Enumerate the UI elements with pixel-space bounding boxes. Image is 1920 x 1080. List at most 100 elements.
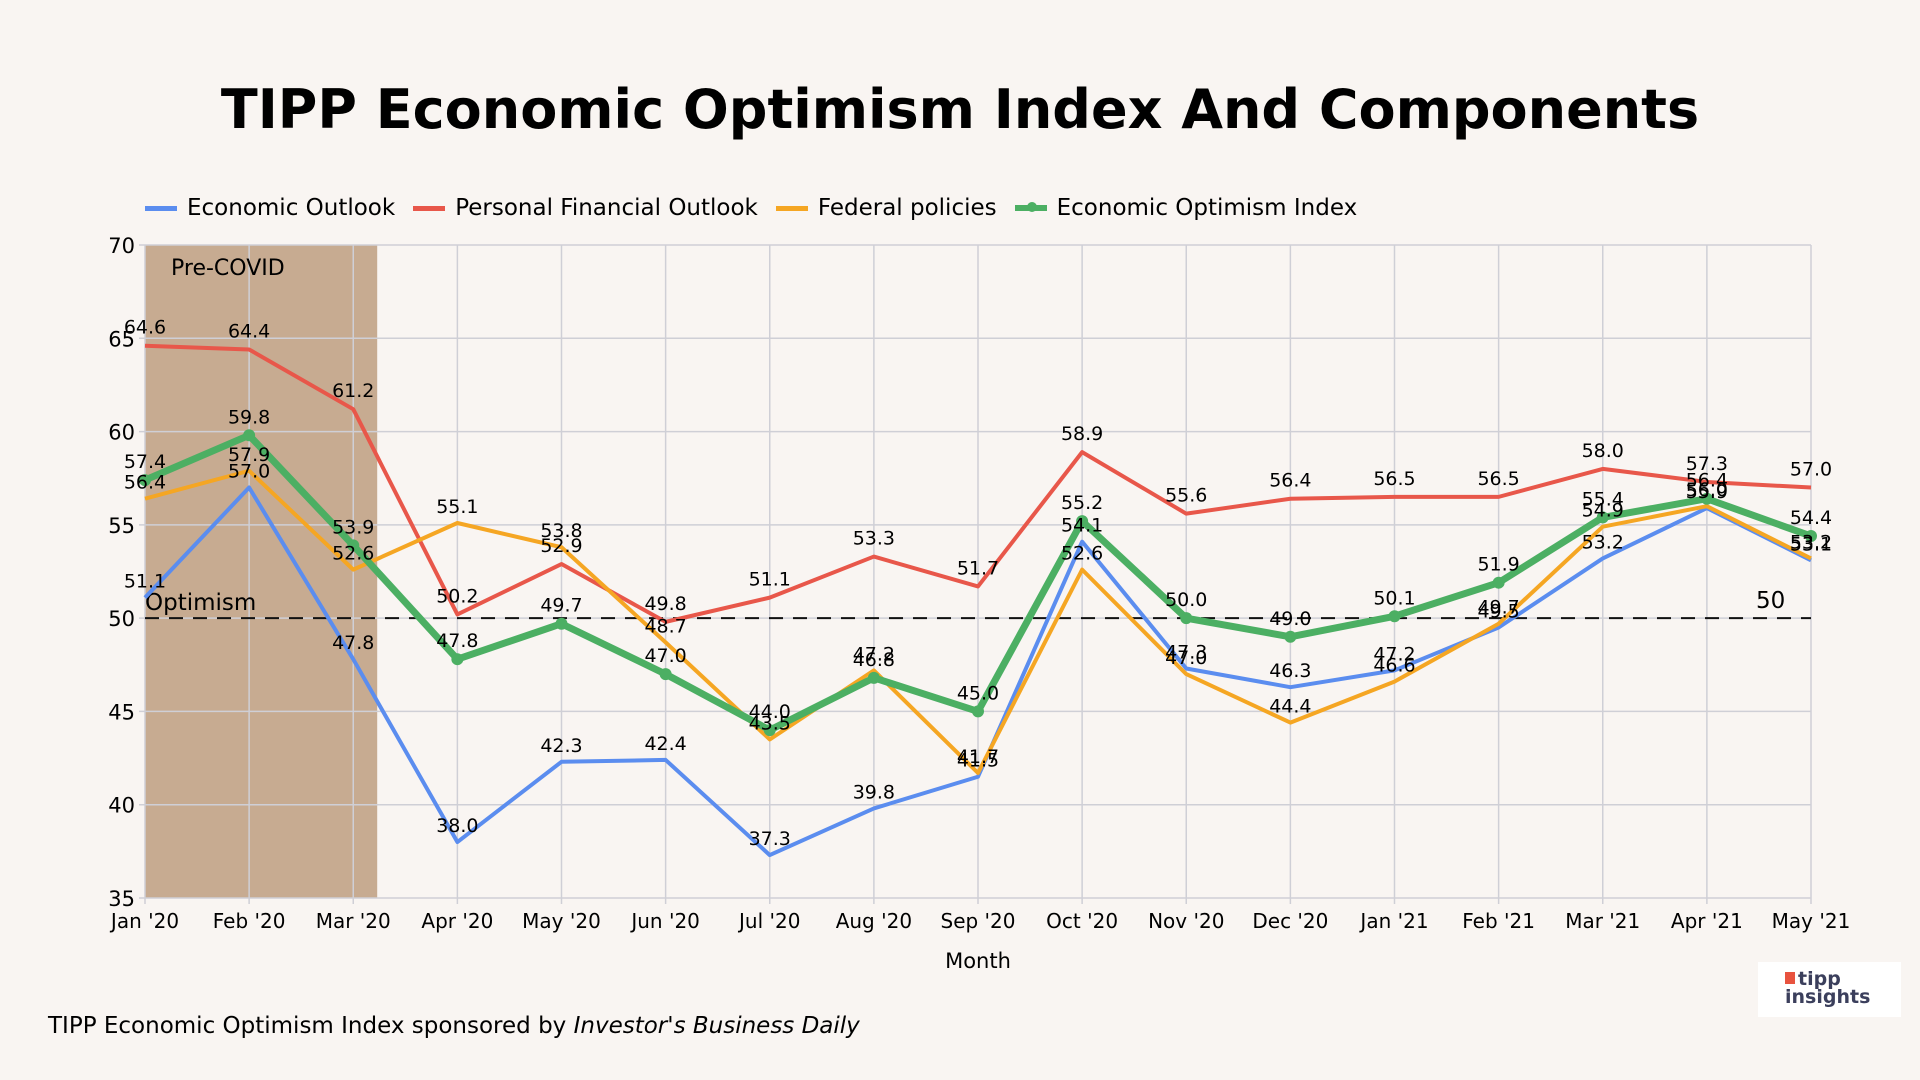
data-label: 56.4 (124, 472, 166, 494)
legend-swatch (145, 205, 177, 211)
data-label: 56.4 (1686, 470, 1728, 492)
data-label: 38.0 (436, 815, 478, 837)
data-label: 41.7 (957, 746, 999, 768)
x-tick-label: Apr '20 (421, 909, 493, 933)
data-label: 47.2 (853, 643, 895, 665)
data-label: 43.5 (749, 712, 791, 734)
data-label: 49.8 (644, 593, 686, 615)
data-label: 49.0 (1269, 608, 1311, 630)
data-point (1805, 530, 1817, 543)
x-tick-label: Dec '20 (1252, 909, 1328, 933)
x-tick-label: May '20 (522, 909, 601, 933)
tipp-insights-logo: tipp insights (1758, 962, 1901, 1017)
data-label: 42.3 (540, 735, 582, 757)
logo-line2: insights (1785, 986, 1871, 1008)
data-label: 55.2 (1061, 492, 1103, 514)
data-label: 51.9 (1477, 554, 1519, 576)
data-label: 52.6 (1061, 543, 1103, 565)
data-point (1388, 610, 1401, 623)
legend-label: Federal policies (817, 195, 997, 221)
data-label: 57.0 (228, 461, 270, 483)
data-point (1076, 515, 1089, 528)
y-tick-label: 60 (108, 421, 135, 445)
data-label: 47.0 (1165, 647, 1207, 669)
data-label: 58.9 (1061, 423, 1103, 445)
x-tick-label: Jul '20 (737, 909, 800, 933)
legend-swatch (1014, 202, 1047, 212)
data-label: 42.4 (644, 733, 686, 755)
x-tick-label: Jun '20 (629, 909, 700, 933)
y-tick-label: 65 (108, 327, 135, 351)
data-label: 55.9 (1686, 481, 1728, 503)
y-tick-label: 45 (108, 700, 135, 724)
logo-line1: tipp (1798, 968, 1841, 990)
data-label: 49.7 (1477, 597, 1519, 619)
data-label: 57.9 (228, 444, 270, 466)
pre-covid-shade (145, 245, 378, 898)
data-label: 49.5 (1477, 600, 1519, 622)
data-label: 50.2 (436, 585, 478, 607)
legend-item-economic-outlook[interactable]: Economic Outlook (145, 195, 395, 221)
data-label: 53.1 (1790, 533, 1832, 555)
data-label: 55.6 (1165, 485, 1207, 507)
data-point (763, 724, 776, 737)
x-tick-label: Feb '21 (1462, 909, 1535, 933)
data-label: 53.3 (853, 528, 895, 550)
series-line-federal-policies (144, 468, 1812, 775)
y-tick-label: 40 (108, 794, 135, 818)
data-label: 57.3 (1686, 453, 1728, 475)
data-label: 58.0 (1582, 440, 1624, 462)
data-point (139, 474, 151, 487)
data-label: 47.8 (436, 630, 478, 652)
legend-label: Economic Optimism Index (1056, 195, 1358, 221)
series-line-economic-outlook (143, 485, 1812, 858)
data-label: 53.2 (1582, 531, 1624, 553)
data-label: 55.4 (1582, 488, 1624, 510)
data-label: 47.0 (644, 645, 686, 667)
y-tick-label: 70 (108, 234, 135, 258)
logo-mark-icon (1785, 972, 1795, 984)
data-label: 55.1 (436, 496, 478, 518)
data-label: 44.0 (749, 701, 791, 723)
data-point (1492, 576, 1505, 589)
data-label: 54.1 (1061, 515, 1103, 537)
data-label: 53.2 (1790, 531, 1832, 553)
x-tick-label: Mar '20 (316, 909, 391, 933)
x-tick-label: Oct '20 (1046, 909, 1118, 933)
data-label: 54.4 (1790, 507, 1832, 529)
data-label: 49.7 (540, 595, 582, 617)
data-label: 37.3 (749, 828, 791, 850)
legend-swatch (413, 205, 446, 211)
footer-text: TIPP Economic Optimism Index sponsored b… (48, 1013, 574, 1039)
x-tick-label: May '21 (1772, 909, 1851, 933)
legend: Economic Outlook Personal Financial Outl… (145, 195, 1357, 221)
data-point (1596, 511, 1609, 524)
x-tick-label: Apr '21 (1671, 909, 1743, 933)
data-label: 53.9 (332, 516, 374, 538)
data-label: 47.2 (1373, 643, 1415, 665)
data-label: 52.9 (540, 535, 582, 557)
data-point (555, 617, 568, 630)
legend-label: Personal Financial Outlook (455, 195, 758, 221)
data-label: 47.8 (332, 632, 374, 654)
reference-value-label: 50 (1756, 588, 1785, 614)
legend-swatch (775, 205, 808, 211)
data-label: 56.5 (1373, 468, 1415, 490)
legend-item-personal-financial-outlook[interactable]: Personal Financial Outlook (413, 195, 758, 221)
data-label: 50.0 (1165, 589, 1207, 611)
data-point (867, 671, 880, 684)
data-label: 56.4 (1269, 470, 1311, 492)
data-label: 64.4 (228, 320, 270, 342)
data-label: 51.7 (957, 557, 999, 579)
data-label: 64.6 (124, 317, 166, 339)
pre-covid-label: Pre-COVID (171, 256, 285, 281)
x-tick-label: Nov '20 (1148, 909, 1224, 933)
data-label: 45.0 (957, 682, 999, 704)
data-label: 61.2 (332, 380, 374, 402)
data-label: 46.8 (853, 649, 895, 671)
legend-item-federal-policies[interactable]: Federal policies (775, 195, 997, 221)
x-tick-label: Mar '21 (1565, 909, 1640, 933)
chart-plot: 35 40 45 50 55 60 65 70 Jan '20 Feb '20 Mar '20 Apr… (108, 234, 1851, 973)
data-label: 46.6 (1373, 655, 1415, 677)
legend-item-economic-optimism-index[interactable]: Economic Optimism Index (1014, 195, 1358, 221)
